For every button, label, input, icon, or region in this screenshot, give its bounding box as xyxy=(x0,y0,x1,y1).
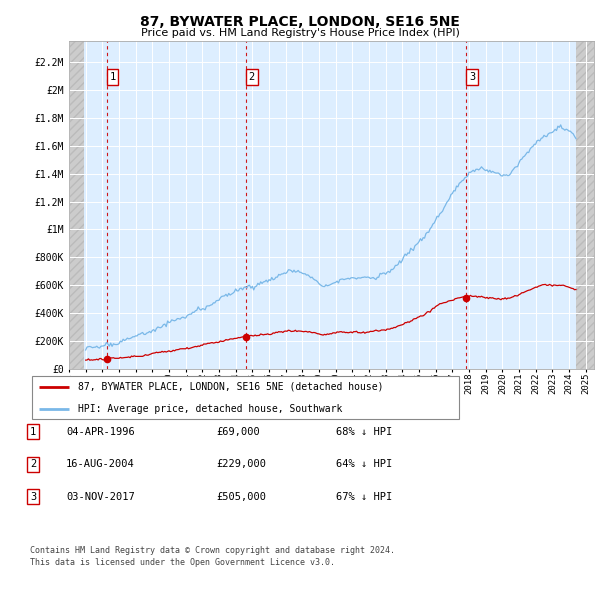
Text: Price paid vs. HM Land Registry's House Price Index (HPI): Price paid vs. HM Land Registry's House … xyxy=(140,28,460,38)
Text: 1: 1 xyxy=(30,427,36,437)
Text: £505,000: £505,000 xyxy=(216,492,266,502)
Text: 2: 2 xyxy=(30,460,36,469)
Text: 3: 3 xyxy=(469,72,475,82)
Text: £229,000: £229,000 xyxy=(216,460,266,469)
Text: 1: 1 xyxy=(109,72,116,82)
Text: 64% ↓ HPI: 64% ↓ HPI xyxy=(336,460,392,469)
Text: 87, BYWATER PLACE, LONDON, SE16 5NE: 87, BYWATER PLACE, LONDON, SE16 5NE xyxy=(140,15,460,29)
Text: Contains HM Land Registry data © Crown copyright and database right 2024.: Contains HM Land Registry data © Crown c… xyxy=(30,546,395,555)
Bar xyxy=(69,41,85,369)
Text: 2: 2 xyxy=(248,72,255,82)
Text: 04-APR-1996: 04-APR-1996 xyxy=(66,427,135,437)
Text: This data is licensed under the Open Government Licence v3.0.: This data is licensed under the Open Gov… xyxy=(30,558,335,566)
Text: 67% ↓ HPI: 67% ↓ HPI xyxy=(336,492,392,502)
Text: 16-AUG-2004: 16-AUG-2004 xyxy=(66,460,135,469)
Text: 68% ↓ HPI: 68% ↓ HPI xyxy=(336,427,392,437)
Text: HPI: Average price, detached house, Southwark: HPI: Average price, detached house, Sout… xyxy=(77,404,342,414)
Bar xyxy=(576,41,594,369)
Text: 87, BYWATER PLACE, LONDON, SE16 5NE (detached house): 87, BYWATER PLACE, LONDON, SE16 5NE (det… xyxy=(77,382,383,392)
Text: £69,000: £69,000 xyxy=(216,427,260,437)
FancyBboxPatch shape xyxy=(32,376,459,419)
Text: 03-NOV-2017: 03-NOV-2017 xyxy=(66,492,135,502)
Text: 3: 3 xyxy=(30,492,36,502)
